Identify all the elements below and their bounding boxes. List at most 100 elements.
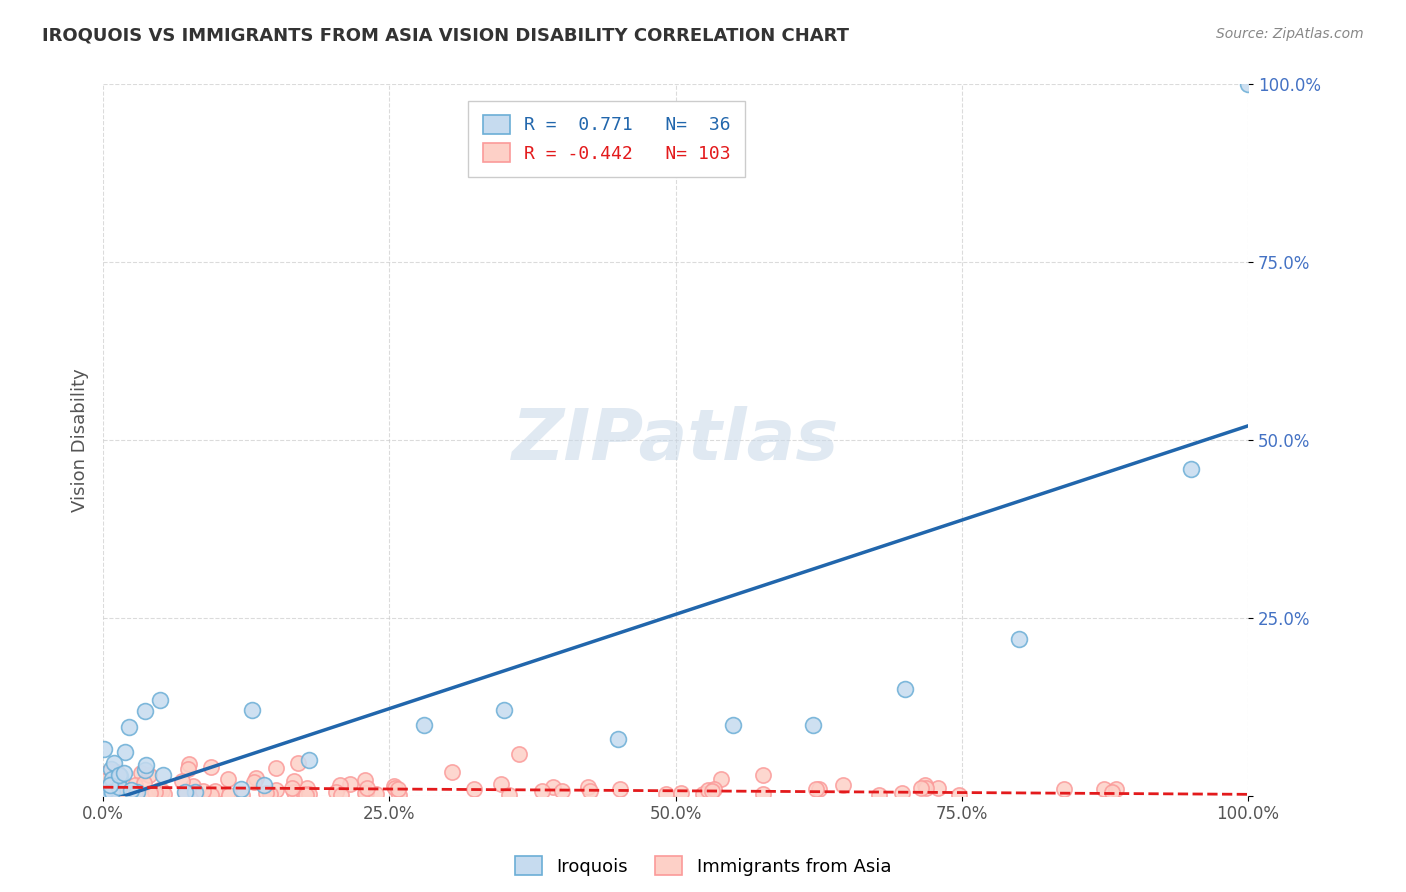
Point — [108, 769, 131, 783]
Point — [294, 788, 316, 802]
Point — [751, 787, 773, 801]
Point — [541, 780, 564, 794]
Point — [1052, 781, 1074, 796]
Point — [93, 788, 115, 802]
Point — [609, 782, 631, 797]
Point — [134, 763, 156, 777]
Point — [124, 787, 146, 801]
Point — [298, 788, 321, 802]
Point — [655, 788, 678, 802]
Point — [1180, 461, 1202, 475]
Point — [356, 786, 378, 800]
Point — [721, 717, 744, 731]
Point — [177, 756, 200, 771]
Point — [254, 786, 277, 800]
Point — [100, 762, 122, 776]
Point — [120, 783, 142, 797]
Point — [530, 784, 553, 798]
Point — [295, 780, 318, 795]
Point — [217, 772, 239, 786]
Point — [114, 745, 136, 759]
Point — [91, 774, 114, 789]
Point — [264, 761, 287, 775]
Point — [1104, 782, 1126, 797]
Point — [124, 778, 146, 792]
Point — [891, 786, 914, 800]
Point — [387, 781, 409, 796]
Point — [259, 787, 281, 801]
Point — [105, 779, 128, 793]
Point — [94, 777, 117, 791]
Point — [243, 775, 266, 789]
Point — [440, 764, 463, 779]
Point — [117, 787, 139, 801]
Point — [806, 782, 828, 797]
Point — [98, 764, 121, 778]
Point — [388, 788, 411, 802]
Point — [1237, 78, 1260, 92]
Point — [112, 766, 135, 780]
Point — [283, 784, 305, 798]
Point — [200, 788, 222, 802]
Point — [240, 703, 263, 717]
Point — [671, 786, 693, 800]
Point — [948, 788, 970, 802]
Point — [231, 788, 253, 802]
Point — [808, 782, 831, 797]
Point — [170, 774, 193, 789]
Legend: Iroquois, Immigrants from Asia: Iroquois, Immigrants from Asia — [508, 849, 898, 883]
Point — [124, 787, 146, 801]
Text: ZIPatlas: ZIPatlas — [512, 406, 839, 475]
Point — [134, 704, 156, 718]
Point — [91, 766, 114, 780]
Point — [252, 779, 274, 793]
Point — [127, 785, 149, 799]
Point — [325, 785, 347, 799]
Point — [135, 757, 157, 772]
Point — [579, 784, 602, 798]
Point — [103, 756, 125, 770]
Point — [298, 753, 321, 767]
Point — [108, 779, 131, 793]
Point — [204, 784, 226, 798]
Point — [339, 777, 361, 791]
Text: Source: ZipAtlas.com: Source: ZipAtlas.com — [1216, 27, 1364, 41]
Point — [94, 783, 117, 797]
Point — [801, 717, 824, 731]
Point — [893, 681, 915, 696]
Point — [927, 780, 949, 795]
Point — [281, 781, 304, 796]
Point — [101, 785, 124, 799]
Point — [138, 767, 160, 781]
Point — [200, 760, 222, 774]
Point — [100, 776, 122, 790]
Point — [356, 780, 378, 795]
Point — [148, 783, 170, 797]
Point — [108, 780, 131, 795]
Point — [703, 781, 725, 796]
Point — [412, 717, 434, 731]
Point — [576, 780, 599, 795]
Point — [384, 779, 406, 793]
Point — [177, 762, 200, 776]
Point — [181, 779, 204, 793]
Point — [607, 731, 630, 746]
Point — [287, 756, 309, 770]
Point — [229, 782, 252, 797]
Point — [100, 785, 122, 799]
Point — [152, 784, 174, 798]
Point — [118, 721, 141, 735]
Point — [364, 787, 387, 801]
Point — [98, 778, 121, 792]
Point — [914, 778, 936, 792]
Point — [697, 782, 720, 797]
Point — [120, 787, 142, 801]
Point — [283, 773, 305, 788]
Point — [752, 768, 775, 782]
Point — [914, 781, 936, 796]
Point — [491, 777, 513, 791]
Y-axis label: Vision Disability: Vision Disability — [72, 368, 89, 512]
Point — [174, 785, 197, 799]
Point — [329, 778, 352, 792]
Point — [148, 693, 170, 707]
